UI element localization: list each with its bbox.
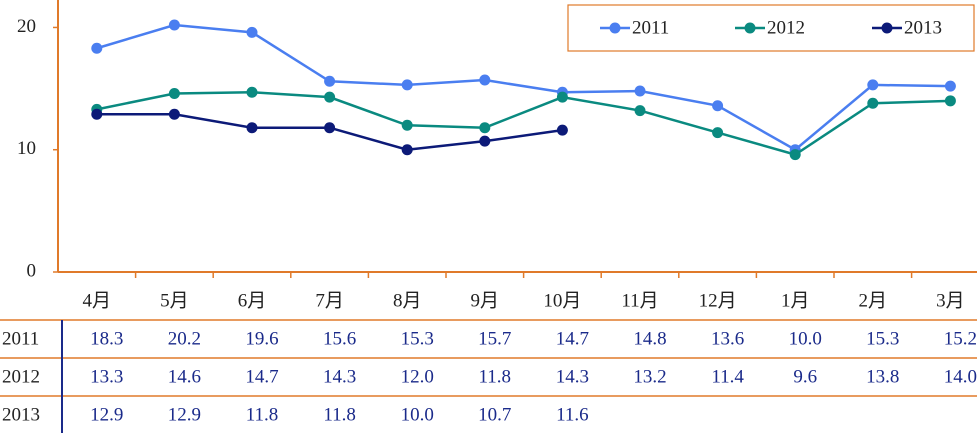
- point: [867, 79, 879, 91]
- point: [401, 144, 413, 156]
- x-tick-label: 2月: [859, 290, 888, 311]
- x-tick-label: 10月: [543, 290, 581, 311]
- point: [712, 127, 724, 139]
- legend-label: 2013: [904, 17, 942, 38]
- table-value: 10.0: [401, 404, 434, 425]
- point: [168, 108, 180, 120]
- point: [479, 135, 491, 147]
- y-tick-label: 0: [27, 260, 37, 281]
- point: [712, 100, 724, 112]
- series-line: [96, 23, 951, 152]
- x-tick-label: 4月: [83, 290, 112, 311]
- table-value: 13.3: [90, 366, 123, 387]
- point: [944, 95, 956, 107]
- point: [556, 91, 568, 103]
- x-tick-label: 8月: [393, 290, 422, 311]
- legend-marker: [881, 22, 893, 34]
- row-header: 2012: [2, 366, 40, 387]
- row-header: 2011: [2, 328, 39, 349]
- legend-marker: [744, 22, 756, 34]
- point: [789, 149, 801, 161]
- x-tick-label: 1月: [781, 290, 810, 311]
- table-value: 14.7: [556, 328, 589, 349]
- point: [479, 122, 491, 134]
- point: [246, 26, 258, 38]
- legend-label: 2012: [767, 17, 805, 38]
- x-tick-label: 3月: [936, 290, 965, 311]
- table-value: 13.6: [711, 328, 744, 349]
- point: [246, 122, 258, 134]
- point: [634, 85, 646, 97]
- table-value: 19.6: [245, 328, 278, 349]
- point: [401, 79, 413, 91]
- x-tick-label: 9月: [471, 290, 500, 311]
- table-value: 12.9: [168, 404, 201, 425]
- table-value: 11.8: [479, 366, 512, 387]
- table-value: 12.9: [90, 404, 123, 425]
- x-tick-label: 5月: [160, 290, 189, 311]
- point: [944, 80, 956, 92]
- point: [556, 124, 568, 136]
- x-tick-label: 7月: [315, 290, 344, 311]
- point: [168, 87, 180, 99]
- table-value: 10.7: [478, 404, 511, 425]
- table-value: 15.3: [401, 328, 434, 349]
- table-value: 13.8: [866, 366, 899, 387]
- legend-label: 2011: [632, 17, 669, 38]
- point: [634, 105, 646, 117]
- table-value: 14.3: [323, 366, 356, 387]
- table-value: 15.7: [478, 328, 511, 349]
- table-value: 11.8: [323, 404, 356, 425]
- y-tick-label: 10: [17, 138, 36, 159]
- table-value: 12.0: [401, 366, 434, 387]
- table-value: 15.2: [944, 328, 977, 349]
- table-value: 10.0: [789, 328, 822, 349]
- table-value: 13.2: [633, 366, 666, 387]
- table-value: 14.0: [944, 366, 977, 387]
- series-line: [96, 91, 951, 156]
- table-value: 11.8: [246, 404, 279, 425]
- point: [91, 108, 103, 120]
- row-header: 2013: [2, 404, 40, 425]
- x-tick-label: 11月: [621, 290, 658, 311]
- table-value: 15.3: [866, 328, 899, 349]
- table-value: 14.8: [633, 328, 666, 349]
- table-value: 14.3: [556, 366, 589, 387]
- x-tick-label: 12月: [699, 290, 737, 311]
- table-value: 9.6: [793, 366, 817, 387]
- point: [324, 75, 336, 87]
- point: [168, 19, 180, 31]
- point: [91, 42, 103, 54]
- table-value: 11.4: [711, 366, 744, 387]
- point: [324, 91, 336, 103]
- table-value: 14.7: [245, 366, 278, 387]
- point: [324, 122, 336, 134]
- table-value: 11.6: [556, 404, 589, 425]
- legend-box: [567, 4, 975, 52]
- point: [401, 119, 413, 131]
- point: [479, 74, 491, 86]
- x-tick-label: 6月: [238, 290, 267, 311]
- table-value: 14.6: [168, 366, 201, 387]
- table-value: 15.6: [323, 328, 356, 349]
- point: [867, 97, 879, 109]
- point: [246, 86, 258, 98]
- legend-marker: [609, 22, 621, 34]
- table-value: 18.3: [90, 328, 123, 349]
- table-value: 20.2: [168, 328, 201, 349]
- y-tick-label: 20: [17, 16, 36, 37]
